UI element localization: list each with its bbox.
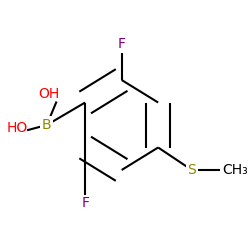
Text: HO: HO [7, 120, 28, 134]
Text: OH: OH [38, 87, 60, 101]
Text: F: F [81, 196, 89, 210]
Text: S: S [188, 163, 196, 177]
Text: B: B [42, 118, 51, 132]
Text: F: F [118, 37, 126, 51]
Text: CH₃: CH₃ [222, 163, 248, 177]
